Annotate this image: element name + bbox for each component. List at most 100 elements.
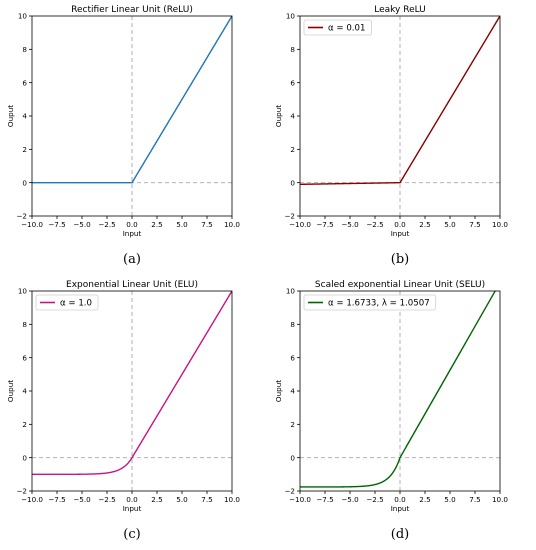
chart-title: Leaky ReLU	[374, 5, 426, 15]
x-tick-label: −5.0	[341, 220, 359, 229]
x-tick-label: −7.5	[316, 220, 333, 229]
chart-svg: Exponential Linear Unit (ELU) −10.0 −7.5 −5…	[6, 280, 240, 542]
y-tick-label: 8	[22, 45, 27, 54]
x-tick-label: 5.0	[444, 495, 456, 504]
x-tick-label: 2.5	[419, 220, 430, 229]
x-tick-label: 7.5	[201, 220, 212, 229]
y-tick-label: 2	[290, 420, 295, 429]
y-tick-label: 10	[18, 287, 28, 296]
series-line-elu	[32, 291, 232, 476]
panel-relu: Rectifier Linear Unit (ReLU) −10.0 −7.5 −5.…	[0, 0, 268, 275]
legend-box	[303, 294, 437, 311]
y-tick-label: 10	[286, 287, 296, 296]
x-axis-label: Input	[391, 504, 410, 513]
y-tick-label: 6	[290, 353, 295, 362]
y-tick-label: 0	[22, 453, 27, 462]
subfigure-caption: (b)	[391, 252, 409, 267]
x-tick-label: −7.5	[48, 220, 65, 229]
x-tick-label: 2.5	[151, 495, 162, 504]
x-tick-label: −2.5	[366, 495, 383, 504]
subfigure-caption: (d)	[391, 527, 409, 542]
x-tick-label: 5.0	[444, 220, 456, 229]
x-tick-label: 10.0	[224, 495, 240, 504]
subfigure-caption: (c)	[123, 527, 140, 542]
legend-box	[35, 294, 99, 311]
y-tick-label: 4	[22, 387, 27, 396]
x-tick-label: 5.0	[176, 495, 188, 504]
y-tick-label: 8	[22, 320, 27, 329]
x-tick-label: 2.5	[151, 220, 162, 229]
y-axis-label: Ouput	[6, 380, 15, 402]
x-tick-label: −2.5	[98, 220, 115, 229]
y-tick-label: 2	[290, 145, 295, 154]
y-tick-label: 4	[290, 112, 295, 121]
chart-title: Exponential Linear Unit (ELU)	[66, 280, 198, 290]
chart-svg: Leaky ReLU −10.0 −7.5 −5.0 −2.5 0.0 2.5 5.0 7.5 1…	[274, 5, 508, 267]
x-tick-label: −5.0	[73, 495, 91, 504]
x-axis-label: Input	[391, 229, 410, 238]
series-line-relu	[32, 16, 232, 184]
y-tick-label: 10	[286, 12, 296, 21]
y-axis-label: Ouput	[274, 105, 283, 127]
x-tick-label: −10.0	[21, 495, 43, 504]
x-tick-label: 0.0	[394, 220, 406, 229]
series-line-leaky_relu	[300, 16, 500, 186]
y-tick-label: −2	[16, 487, 27, 496]
y-tick-label: 2	[22, 420, 27, 429]
chart-svg: Scaled exponential Linear Unit (SELU) −10…	[274, 280, 508, 542]
legend: α = 0.01	[303, 19, 372, 36]
x-tick-label: 10.0	[492, 495, 508, 504]
y-tick-label: 0	[22, 178, 27, 187]
y-tick-label: −2	[16, 212, 27, 221]
legend-label: α = 1.6733, λ = 1.0507	[328, 299, 430, 309]
x-tick-label: −10.0	[289, 495, 311, 504]
x-tick-label: 7.5	[201, 495, 212, 504]
panel-elu: Exponential Linear Unit (ELU) −10.0 −7.5 −5…	[0, 275, 268, 550]
x-tick-label: 5.0	[176, 220, 188, 229]
x-tick-label: 7.5	[469, 220, 480, 229]
y-tick-label: −2	[284, 487, 295, 496]
y-tick-label: 6	[22, 78, 27, 87]
y-tick-label: 0	[290, 178, 295, 187]
x-tick-label: −10.0	[289, 220, 311, 229]
x-tick-label: 7.5	[469, 495, 480, 504]
chart-title: Scaled exponential Linear Unit (SELU)	[315, 280, 485, 290]
y-tick-label: 6	[22, 353, 27, 362]
x-tick-label: −7.5	[48, 495, 65, 504]
x-axis-label: Input	[123, 504, 142, 513]
chart-title: Rectifier Linear Unit (ReLU)	[71, 5, 193, 15]
y-tick-label: 6	[290, 78, 295, 87]
x-tick-label: 2.5	[419, 495, 430, 504]
legend-box	[303, 19, 372, 36]
y-tick-label: 4	[22, 112, 27, 121]
x-tick-label: 10.0	[492, 220, 508, 229]
y-tick-label: 10	[18, 12, 28, 21]
y-tick-label: −2	[284, 212, 295, 221]
x-tick-label: 0.0	[126, 495, 138, 504]
y-axis-label: Ouput	[274, 380, 283, 402]
y-tick-label: 2	[22, 145, 27, 154]
x-tick-label: −5.0	[73, 220, 91, 229]
x-tick-label: −10.0	[21, 220, 43, 229]
x-tick-label: −2.5	[366, 220, 383, 229]
panel-leaky-relu: Leaky ReLU −10.0 −7.5 −5.0 −2.5 0.0 2.5 5.0 7.5 1…	[268, 0, 536, 275]
y-tick-label: 4	[290, 387, 295, 396]
y-tick-label: 8	[290, 45, 295, 54]
x-tick-label: 0.0	[394, 495, 406, 504]
x-axis-label: Input	[123, 229, 142, 238]
subfigure-caption: (a)	[123, 252, 141, 267]
legend-label: α = 0.01	[328, 24, 365, 34]
legend-label: α = 1.0	[60, 299, 92, 309]
legend: α = 1.6733, λ = 1.0507	[303, 294, 437, 311]
x-tick-label: 10.0	[224, 220, 240, 229]
chart-svg: Rectifier Linear Unit (ReLU) −10.0 −7.5 −5.…	[6, 5, 240, 267]
series-line-selu	[300, 291, 496, 488]
x-tick-label: −2.5	[98, 495, 115, 504]
legend: α = 1.0	[35, 294, 99, 311]
y-axis-label: Ouput	[6, 105, 15, 127]
y-tick-label: 8	[290, 320, 295, 329]
x-tick-label: −7.5	[316, 495, 333, 504]
x-tick-label: −5.0	[341, 495, 359, 504]
panel-selu: Scaled exponential Linear Unit (SELU) −10…	[268, 275, 536, 550]
y-tick-label: 0	[290, 453, 295, 462]
